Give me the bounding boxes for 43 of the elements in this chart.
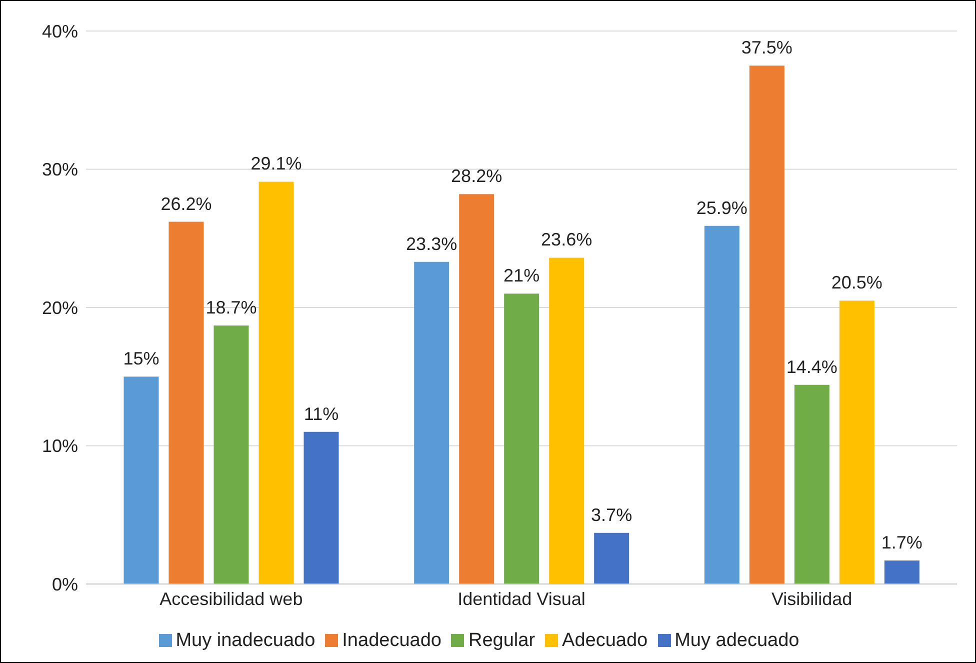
legend-label: Muy inadecuado [176,630,316,651]
y-tick-label: 30% [42,160,78,180]
bar [504,294,540,584]
bar [549,258,584,584]
y-tick-label: 40% [42,21,78,42]
data-label: 1.7% [881,532,922,552]
legend-label: Regular [468,630,536,651]
x-tick-label: Identidad Visual [458,588,586,609]
data-label: 29.1% [250,154,302,174]
y-tick-label: 0% [52,574,78,594]
y-tick-label: 20% [42,298,78,318]
bar [459,194,494,584]
data-label: 15% [123,348,160,369]
data-label: 23.6% [541,230,592,250]
data-label: 26.2% [160,194,212,214]
bar [839,300,874,584]
bar [214,325,249,584]
bar [594,532,630,584]
bar [124,376,159,584]
legend-label: Adecuado [562,630,648,651]
data-label: 23.3% [406,234,458,254]
data-label: 11% [304,404,339,424]
data-label: 21% [504,266,540,286]
data-label: 28.2% [451,166,502,186]
bar [168,222,204,584]
x-tick-label: Accesibilidad web [160,588,303,609]
bar [794,384,830,584]
bar [414,262,450,584]
legend-label: Muy adecuado [674,630,800,651]
bar [704,226,740,584]
bar [304,432,339,584]
data-label: 20.5% [831,272,882,293]
data-label: 25.9% [696,198,748,218]
legend-label: Inadecuado [342,630,442,651]
data-label: 37.5% [741,38,792,58]
data-label: 18.7% [206,297,257,318]
bar [884,560,920,584]
bar [258,182,294,584]
bar [749,66,784,584]
data-label: 3.7% [591,504,632,525]
data-label: 14.4% [786,356,838,377]
x-tick-label: Visibilidad [771,588,852,609]
y-tick-label: 10% [42,436,78,456]
